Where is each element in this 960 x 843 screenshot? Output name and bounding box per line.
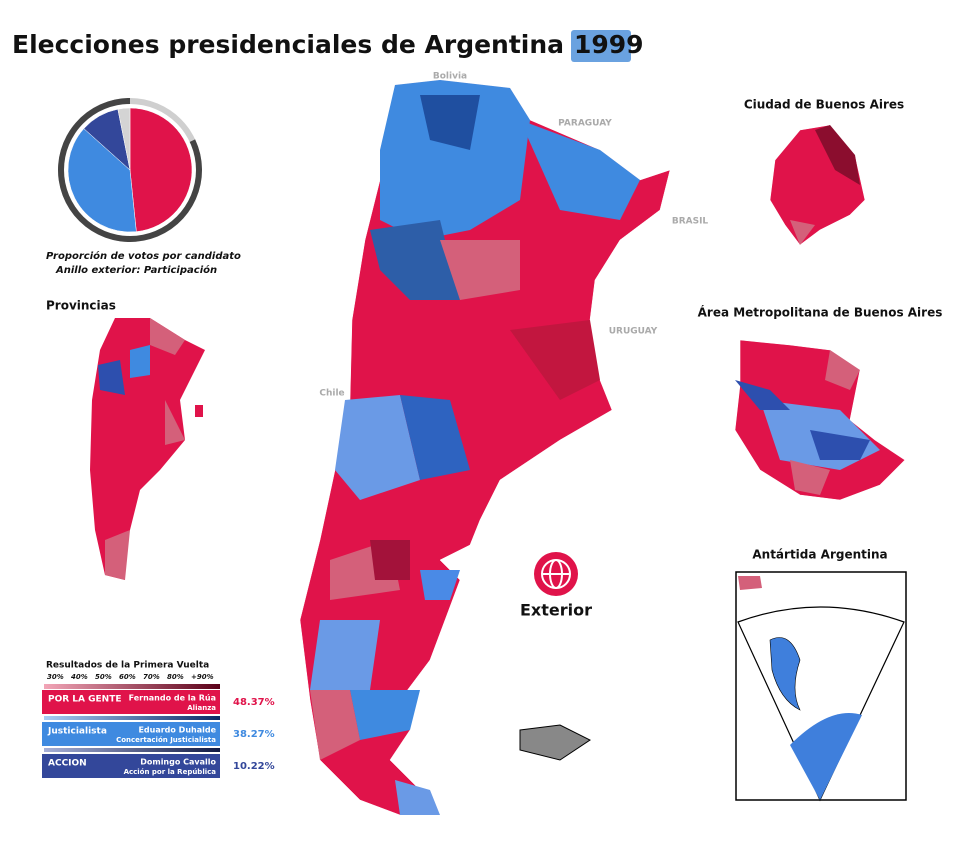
antarctica-map — [735, 571, 907, 802]
section-title: Ciudad de Buenos Aires — [744, 98, 904, 112]
alliance-name: Alianza — [187, 704, 216, 712]
alliance-name: Acción por la República — [124, 768, 217, 776]
pie-slice — [117, 107, 131, 171]
provinces-map — [90, 318, 205, 580]
scale-bar — [44, 716, 220, 720]
amba-map — [734, 339, 906, 501]
scale-label: 60% — [119, 673, 136, 681]
country-label: Chile — [319, 389, 344, 399]
results: 30% 40% 50% 60% 70% 80% +90% POR LA GENTE Fernan… — [42, 673, 275, 778]
vote-share: 48.37% — [233, 697, 275, 708]
scale-label: 50% — [95, 673, 112, 681]
pie-caption: Anillo exterior: Participación — [55, 264, 217, 276]
candidate-row — [42, 754, 220, 778]
vote-share: 10.22% — [233, 761, 275, 772]
country-label: BRASIL — [672, 217, 709, 227]
section-title: Área Metropolitana de Buenos Aires — [698, 305, 943, 320]
scale-bar — [44, 684, 220, 689]
section-title: Provincias — [46, 299, 116, 313]
party-logo: ACCION — [48, 759, 87, 769]
candidate-name: Domingo Cavallo — [140, 758, 216, 767]
candidate-name: Eduardo Duhalde — [138, 726, 216, 735]
caba-map — [769, 124, 866, 246]
pie-slice — [129, 107, 193, 232]
section-title: Antártida Argentina — [752, 548, 887, 562]
party-logo: Justicialista — [47, 727, 107, 737]
country-label: URUGUAY — [609, 327, 658, 337]
main-map — [299, 79, 671, 816]
year: 1999 — [574, 30, 644, 59]
alliance-name: Concertación Justicialista — [116, 736, 216, 744]
scale-label: 40% — [71, 673, 88, 681]
candidate-row — [42, 722, 220, 746]
country-label: PARAGUAY — [558, 119, 612, 129]
party-logo: POR LA GENTE — [48, 695, 122, 705]
scale-bar — [44, 748, 220, 752]
candidate-name: Fernando de la Rúa — [129, 694, 216, 703]
pie-caption: Proporción de votos por candidato — [46, 250, 241, 262]
pie-slice — [67, 128, 137, 233]
results-title: Resultados de la Primera Vuelta — [46, 661, 209, 671]
candidate-row — [42, 690, 220, 714]
scale-label: 30% — [47, 673, 64, 681]
scale-label: 80% — [167, 673, 184, 681]
exterior-icon — [534, 552, 578, 596]
country-label: Bolivia — [433, 72, 467, 82]
vote-share: 38.27% — [233, 729, 275, 740]
scale-label: 70% — [143, 673, 160, 681]
scale-label: +90% — [191, 673, 214, 681]
title: Elecciones presidenciales de Argentina d… — [12, 30, 608, 59]
section-title: Exterior — [520, 601, 592, 620]
pie-chart — [58, 98, 203, 242]
year-highlight — [571, 30, 631, 62]
